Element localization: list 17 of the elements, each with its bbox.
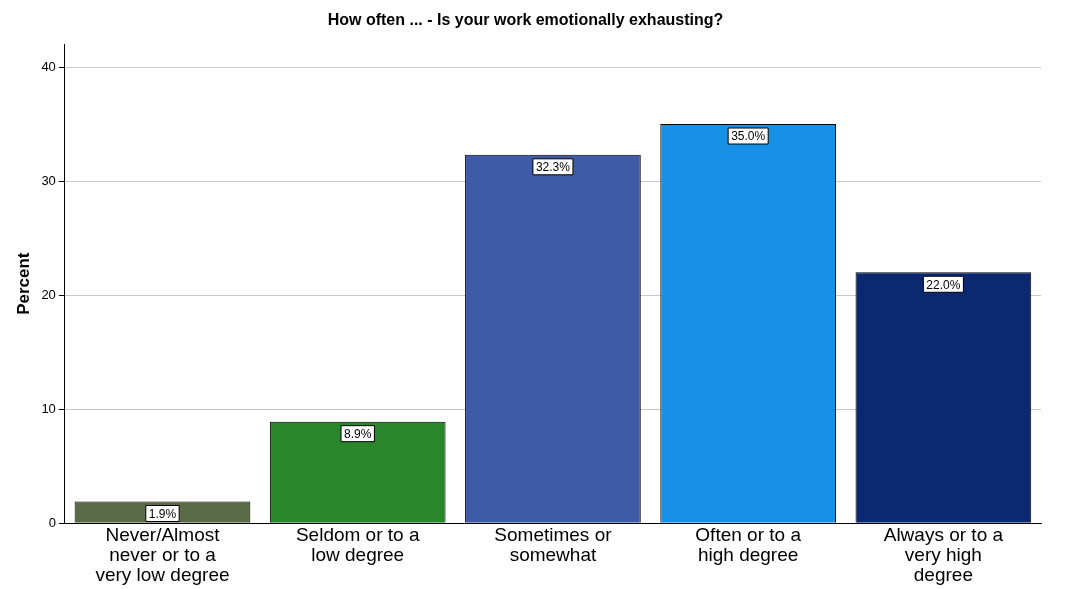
x-tick-label: Never/Almost never or to a very low degree — [95, 524, 230, 586]
y-tick-label: 20 — [41, 286, 56, 302]
y-tick-label: 0 — [48, 514, 56, 530]
data-label: 22.0% — [926, 277, 961, 292]
x-tick-label: Sometimes or somewhat — [494, 524, 613, 566]
x-tick-label: Seldom or to a low degree — [295, 524, 420, 566]
data-label: 8.9% — [344, 426, 372, 441]
data-label: 1.9% — [148, 506, 177, 521]
y-tick-label: 10 — [41, 400, 56, 416]
data-label: 32.3% — [535, 160, 571, 175]
data-label: 35.0% — [731, 129, 766, 144]
x-tick-label: Often or to a high degree — [695, 524, 802, 566]
y-tick-label: 30 — [41, 172, 56, 188]
y-tick-label: 40 — [41, 58, 56, 74]
y-axis-title: Percent — [13, 252, 33, 315]
chart-title: How often ... - Is your work emotionally exhausting? — [327, 11, 724, 29]
x-tick-label: Always or to a very high degree — [883, 524, 1004, 586]
